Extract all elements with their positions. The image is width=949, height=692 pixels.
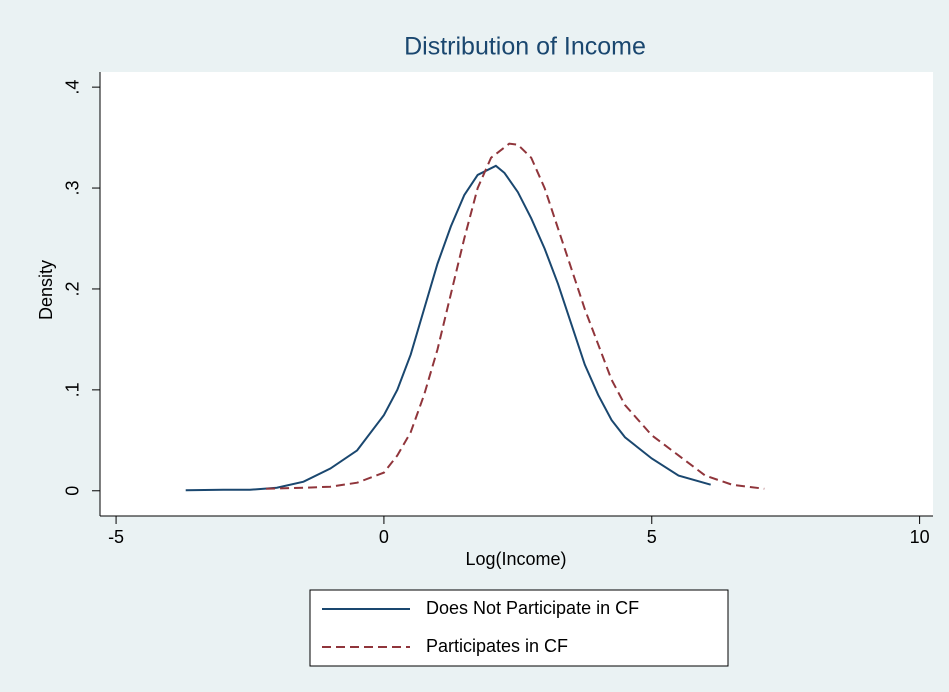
density-line xyxy=(266,142,765,490)
y-tick-label: .1 xyxy=(63,382,83,397)
legend-label: Participates in CF xyxy=(426,636,568,656)
legend xyxy=(309,589,729,667)
y-tick-label: .3 xyxy=(63,181,83,196)
y-axis-label: Density xyxy=(36,260,56,320)
plot-area xyxy=(100,72,933,516)
legend-label: Does Not Participate in CF xyxy=(426,598,639,618)
x-tick-label: -5 xyxy=(108,527,124,547)
density-line xyxy=(185,164,711,492)
x-tick-label: 5 xyxy=(647,527,657,547)
x-tick-label: 0 xyxy=(379,527,389,547)
x-axis-label: Log(Income) xyxy=(465,549,566,569)
y-tick-label: .4 xyxy=(63,80,83,95)
chart-title: Distribution of Income xyxy=(404,33,646,61)
x-tick-label: 10 xyxy=(910,527,930,547)
y-tick-label: 0 xyxy=(63,486,83,496)
y-tick-label: .2 xyxy=(63,281,83,296)
